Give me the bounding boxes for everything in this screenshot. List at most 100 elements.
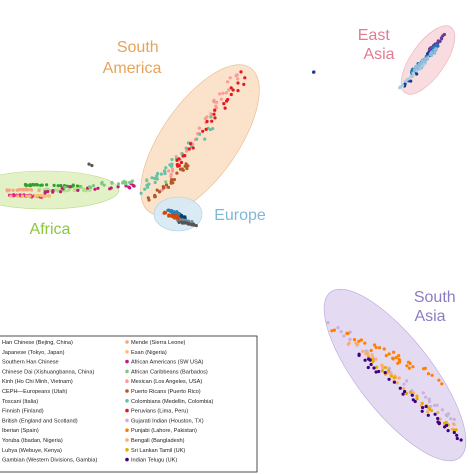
data-point [169, 209, 173, 213]
data-point [102, 183, 106, 187]
data-point [221, 91, 225, 95]
data-point [397, 354, 401, 358]
legend-item: Luhya (Webuye, Kenya) [2, 448, 62, 454]
data-point [71, 183, 75, 187]
data-point [394, 355, 398, 360]
data-point [445, 423, 449, 428]
legend-item: African Caribbeans (Barbados) [125, 369, 208, 375]
data-point [185, 221, 189, 225]
data-point [177, 220, 181, 224]
data-point [180, 167, 184, 171]
region-label-africa: Africa [30, 221, 71, 238]
data-point [374, 345, 378, 350]
data-point [422, 367, 426, 371]
legend-label: Colombians (Medellin, Colombia) [131, 399, 214, 405]
legend-marker [125, 448, 129, 452]
data-point [43, 191, 47, 195]
data-point [425, 52, 430, 56]
data-point [444, 420, 448, 425]
data-point [43, 194, 48, 198]
data-point [387, 371, 391, 375]
legend-item: Bengali (Bangladesh) [125, 438, 185, 444]
data-point [73, 187, 77, 191]
data-point [403, 79, 408, 83]
data-point [387, 366, 391, 370]
data-point [28, 183, 32, 188]
data-point [210, 119, 214, 123]
legend-label: Han Chinese (Bejing, China) [2, 340, 73, 346]
data-point [204, 127, 208, 131]
data-point [427, 399, 432, 404]
data-point [445, 414, 449, 418]
data-point [411, 71, 415, 76]
data-point [428, 408, 432, 412]
data-point [369, 348, 373, 353]
data-point [179, 160, 184, 165]
data-point [170, 157, 174, 162]
data-point [459, 438, 463, 442]
data-point [20, 194, 25, 198]
data-point [367, 357, 371, 361]
data-point [407, 366, 411, 370]
data-point [415, 397, 419, 401]
data-point [357, 352, 361, 356]
legend-item: Mexican (Los Angeles, USA) [125, 379, 202, 385]
data-point [167, 169, 171, 173]
legend-label: Toscani (Italia) [2, 399, 38, 405]
legend-label: Puerto Ricans (Puerto Rico) [131, 389, 201, 395]
data-point [169, 164, 174, 168]
data-point [401, 392, 405, 396]
data-point [392, 376, 396, 380]
data-point [402, 386, 406, 391]
data-point [436, 410, 440, 415]
data-point [312, 70, 316, 74]
data-point [198, 132, 202, 136]
data-point [81, 188, 86, 192]
region-label-europe: Europe [214, 207, 266, 224]
legend-marker [125, 369, 129, 374]
data-point [415, 72, 419, 76]
data-point [409, 79, 413, 83]
data-point [53, 188, 58, 192]
data-point [424, 404, 428, 409]
data-point [100, 180, 104, 184]
data-point [109, 186, 113, 190]
data-point [29, 188, 33, 192]
legend-item: Esan (Nigeria) [125, 350, 167, 356]
data-point [236, 89, 240, 93]
legend-item: CEPH—Europeans (Utah) [2, 389, 67, 395]
legend-item: Finnish (Finland) [2, 409, 44, 415]
data-point [145, 183, 149, 187]
data-point [156, 171, 160, 176]
data-point [359, 338, 363, 342]
data-point [436, 44, 440, 48]
data-point [28, 194, 32, 198]
data-point [169, 172, 173, 176]
data-point [122, 179, 126, 184]
data-point [372, 366, 376, 370]
data-point [354, 341, 358, 345]
legend-marker [125, 457, 129, 462]
region-label-south-america: South America [103, 39, 163, 77]
legend-marker [125, 408, 129, 413]
data-point [65, 184, 69, 188]
data-point [166, 185, 171, 189]
data-point [157, 190, 162, 194]
data-point [51, 190, 55, 194]
legend-label: Gambian (Western Divisions, Gambia) [2, 458, 97, 464]
data-point [391, 357, 395, 361]
data-point [369, 362, 373, 367]
data-point [452, 417, 456, 421]
region-label-south-asia: South Asia [414, 289, 460, 325]
data-point [56, 184, 60, 188]
data-point [451, 422, 455, 426]
data-point [187, 147, 191, 151]
data-point [405, 364, 409, 368]
legend-marker [125, 428, 129, 433]
legend-item: Mende (Sierra Leone) [125, 340, 186, 346]
region-label-south-asia-line2: Asia [414, 308, 445, 325]
data-point [452, 430, 456, 435]
legend-item: Yoruba (Ibadan, Nigeria) [2, 438, 63, 444]
data-point [209, 115, 213, 119]
data-point [25, 194, 29, 198]
